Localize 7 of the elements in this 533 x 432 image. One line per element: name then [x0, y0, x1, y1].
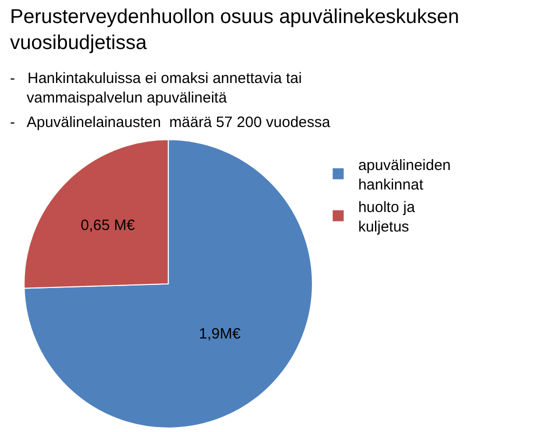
- chart-title: Perusterveydenhuollon osuus apuvälinekeskuksen vuosibudjetissa: [10, 6, 460, 54]
- data-label: 1,9M€: [198, 326, 242, 343]
- legend-label: huolto ja kuljetus: [358, 198, 416, 236]
- data-label: 0,65 M€: [80, 216, 136, 234]
- text: - Apuvälinelainausten määrä 57 200 vuodessa: [10, 114, 331, 131]
- pie-slice: [24, 139, 313, 428]
- text: - Hankintakuluissa ei omaksi annettavia tai vammaispalvelun apuvälineitä: [10, 70, 302, 106]
